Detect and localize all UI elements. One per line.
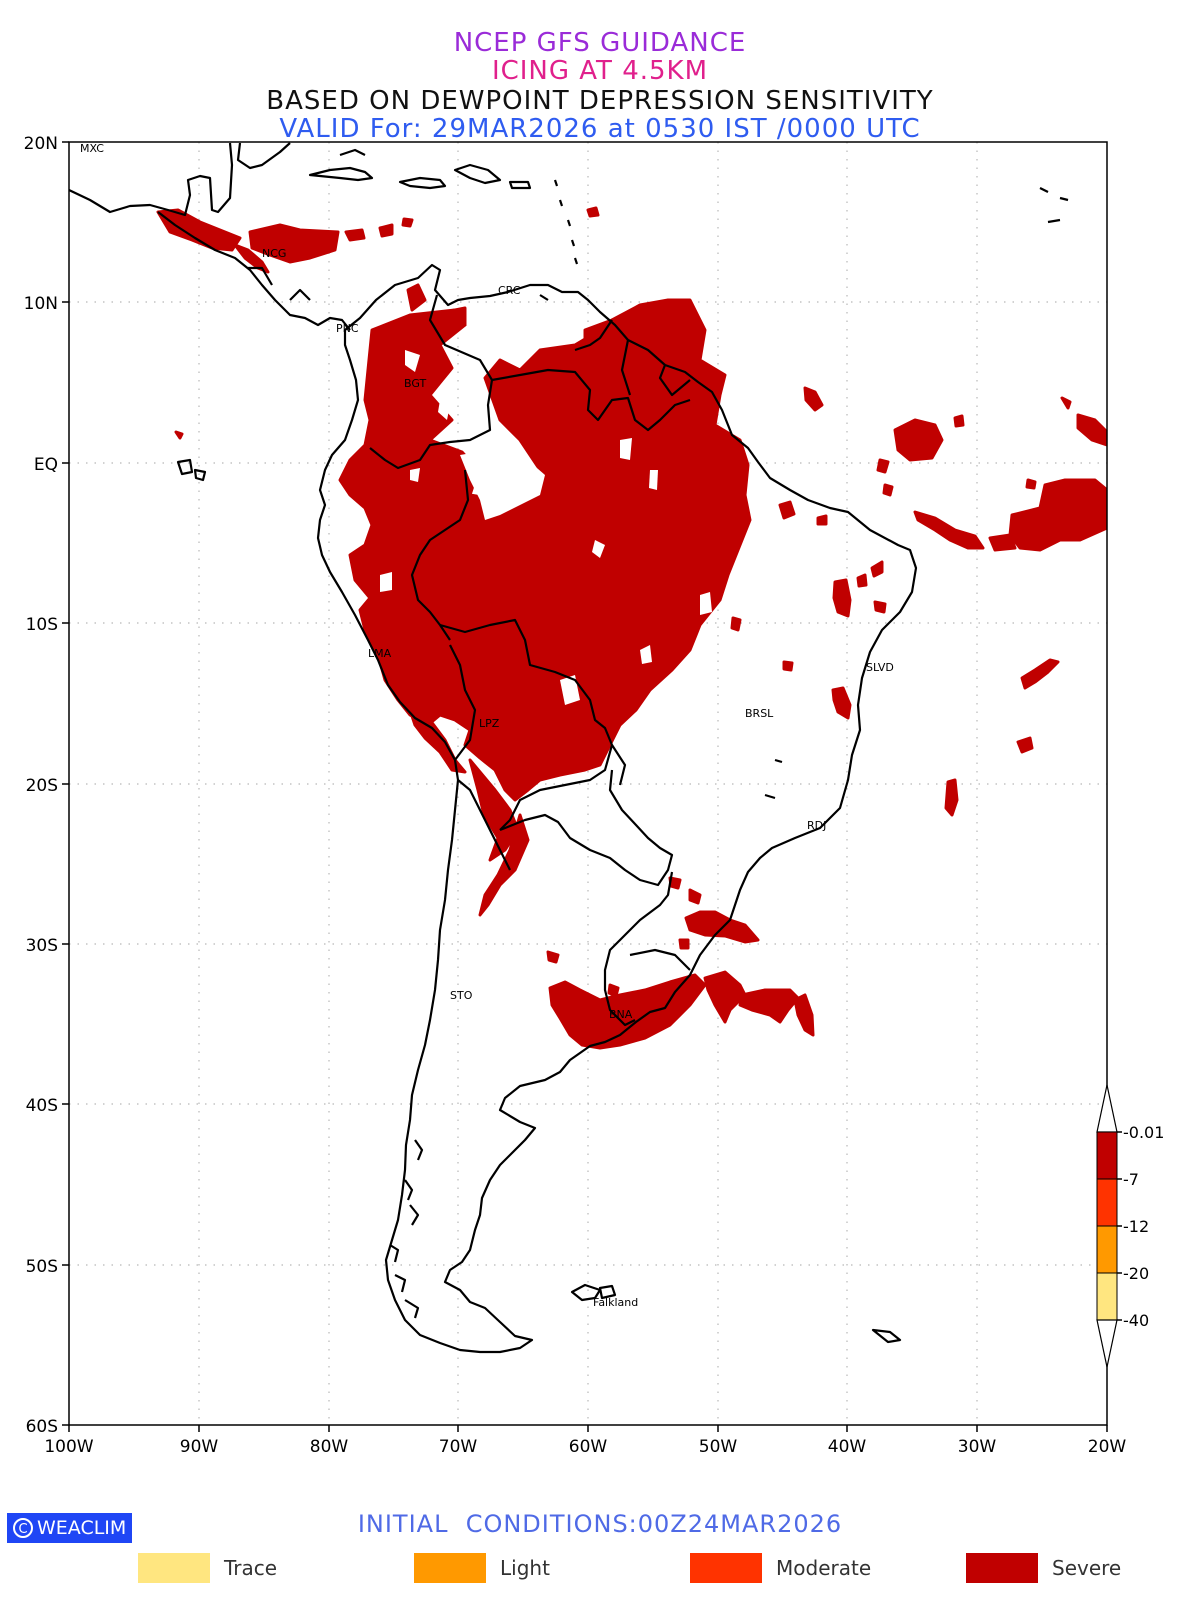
- legend-swatch-trace: [138, 1553, 210, 1583]
- logo-text: WEACLIM: [37, 1517, 127, 1539]
- colorbar-swatch-severe: [1096, 1131, 1118, 1180]
- initial-conditions: INITIAL CONDITIONS:00Z24MAR2026: [357, 1510, 843, 1538]
- colorbar-label: -40: [1123, 1311, 1149, 1330]
- colorbar-swatch-moderate: [1096, 1178, 1118, 1227]
- lat-label: 10S: [26, 615, 58, 635]
- title-product: ICING AT 4.5KM: [491, 56, 709, 86]
- icing-map: 20N 10N EQ 10S 20S 30S 40S 50S 60S 100W …: [24, 134, 1165, 1457]
- lon-label: 100W: [44, 1437, 93, 1457]
- colorbar-top-arrow: [1096, 1084, 1118, 1133]
- coastlines-and-borders: [69, 142, 1069, 1354]
- lon-label: 30W: [958, 1437, 997, 1457]
- legend-severe: Severe: [966, 1553, 1121, 1583]
- city-label: BGT: [404, 377, 426, 390]
- legend-label: Light: [500, 1556, 550, 1580]
- city-label: Falkland: [593, 1296, 638, 1309]
- lon-label: 90W: [180, 1437, 219, 1457]
- title-method: BASED ON DEWPOINT DEPRESSION SENSITIVITY: [266, 86, 934, 116]
- colorbar-label: -7: [1123, 1170, 1139, 1189]
- lon-label: 70W: [439, 1437, 478, 1457]
- lat-label: 10N: [24, 294, 58, 314]
- legend-label: Severe: [1052, 1556, 1122, 1580]
- longitude-labels: 100W 90W 80W 70W 60W 50W 40W 30W 20W: [44, 1437, 1126, 1457]
- lat-label: 30S: [26, 936, 58, 956]
- title-valid-time: VALID For: 29MAR2026 at 0530 IST /0000 U…: [279, 114, 921, 144]
- no-icing-gaps: [380, 350, 712, 705]
- city-label: NCG: [262, 247, 286, 260]
- latitude-labels: 20N 10N EQ 10S 20S 30S 40S 50S 60S: [24, 134, 58, 1437]
- colorbar: -0.01 -7 -12 -20 -40: [1096, 1084, 1164, 1368]
- title-model: NCEP GFS GUIDANCE: [453, 28, 747, 58]
- legend-swatch-moderate: [690, 1553, 762, 1583]
- colorbar-bottom-arrow: [1096, 1319, 1118, 1368]
- city-label: RDJ: [807, 819, 826, 832]
- lon-label: 20W: [1088, 1437, 1127, 1457]
- city-label: CRC: [498, 284, 521, 297]
- lon-label: 80W: [310, 1437, 349, 1457]
- lat-label: 20S: [26, 776, 58, 796]
- city-labels: MXC NCG PNC CRC BGT LMA LPZ BRSL SLVD RD…: [80, 142, 894, 1309]
- city-label: BRSL: [745, 707, 774, 720]
- legend-moderate: Moderate: [690, 1553, 871, 1583]
- legend-label: Moderate: [776, 1556, 872, 1580]
- colorbar-label: -20: [1123, 1264, 1149, 1283]
- legend-trace: Trace: [138, 1553, 277, 1583]
- lon-label: 40W: [828, 1437, 867, 1457]
- city-label: PNC: [336, 322, 359, 335]
- city-label: STO: [450, 989, 473, 1002]
- axis-ticks: [62, 141, 1108, 1432]
- city-label: SLVD: [866, 661, 894, 674]
- lon-label: 50W: [699, 1437, 738, 1457]
- legend-label: Trace: [224, 1556, 278, 1580]
- lat-label: EQ: [34, 455, 58, 475]
- lat-label: 60S: [26, 1417, 58, 1437]
- colorbar-label: -0.01: [1123, 1123, 1164, 1142]
- city-label: BNA: [609, 1008, 633, 1021]
- legend-swatch-light: [414, 1553, 486, 1583]
- severe-icing-areas: [156, 206, 1107, 1050]
- colorbar-swatch-trace: [1096, 1272, 1118, 1321]
- legend-swatch-severe: [966, 1553, 1038, 1583]
- city-label: MXC: [80, 142, 104, 155]
- lat-label: 20N: [24, 134, 58, 154]
- colorbar-label: -12: [1123, 1217, 1149, 1236]
- city-label: LMA: [368, 647, 392, 660]
- lat-label: 40S: [26, 1096, 58, 1116]
- colorbar-swatch-light: [1096, 1225, 1118, 1274]
- weaclim-logo: C WEACLIM: [7, 1513, 132, 1543]
- legend-light: Light: [414, 1553, 550, 1583]
- lon-label: 60W: [569, 1437, 608, 1457]
- lat-label: 50S: [26, 1257, 58, 1277]
- city-label: LPZ: [479, 717, 500, 730]
- copyright-icon: C: [13, 1518, 33, 1538]
